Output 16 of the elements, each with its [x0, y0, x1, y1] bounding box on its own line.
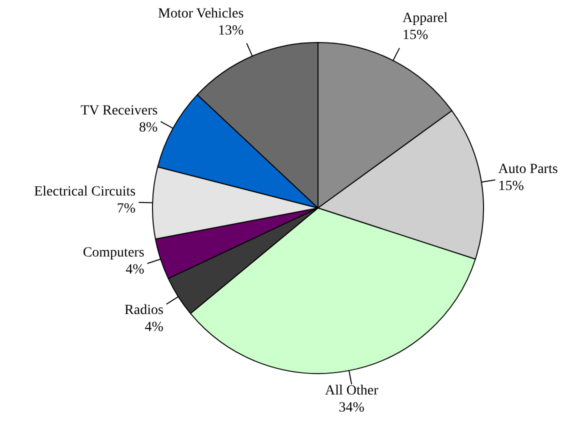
slice-label: Computers	[82, 245, 144, 260]
slice-label: Electrical Circuits	[34, 184, 136, 200]
slice-label: Auto Parts	[498, 162, 558, 177]
data-label: 15%	[402, 28, 428, 44]
slice-label: Motor Vehicles	[158, 6, 244, 22]
data-label: 4%	[144, 320, 164, 336]
data-label: 13%	[218, 23, 244, 38]
slice-label: Radios	[124, 303, 164, 318]
slice-label: Apparel	[402, 11, 448, 26]
data-label: 8%	[139, 120, 158, 136]
data-label: 34%	[338, 400, 365, 416]
data-label: 4%	[126, 262, 145, 278]
slice-label: TV Receivers	[80, 104, 158, 119]
slice-label: All Other	[325, 383, 379, 398]
data-label: 7%	[116, 201, 136, 216]
data-label: 15%	[498, 178, 524, 194]
